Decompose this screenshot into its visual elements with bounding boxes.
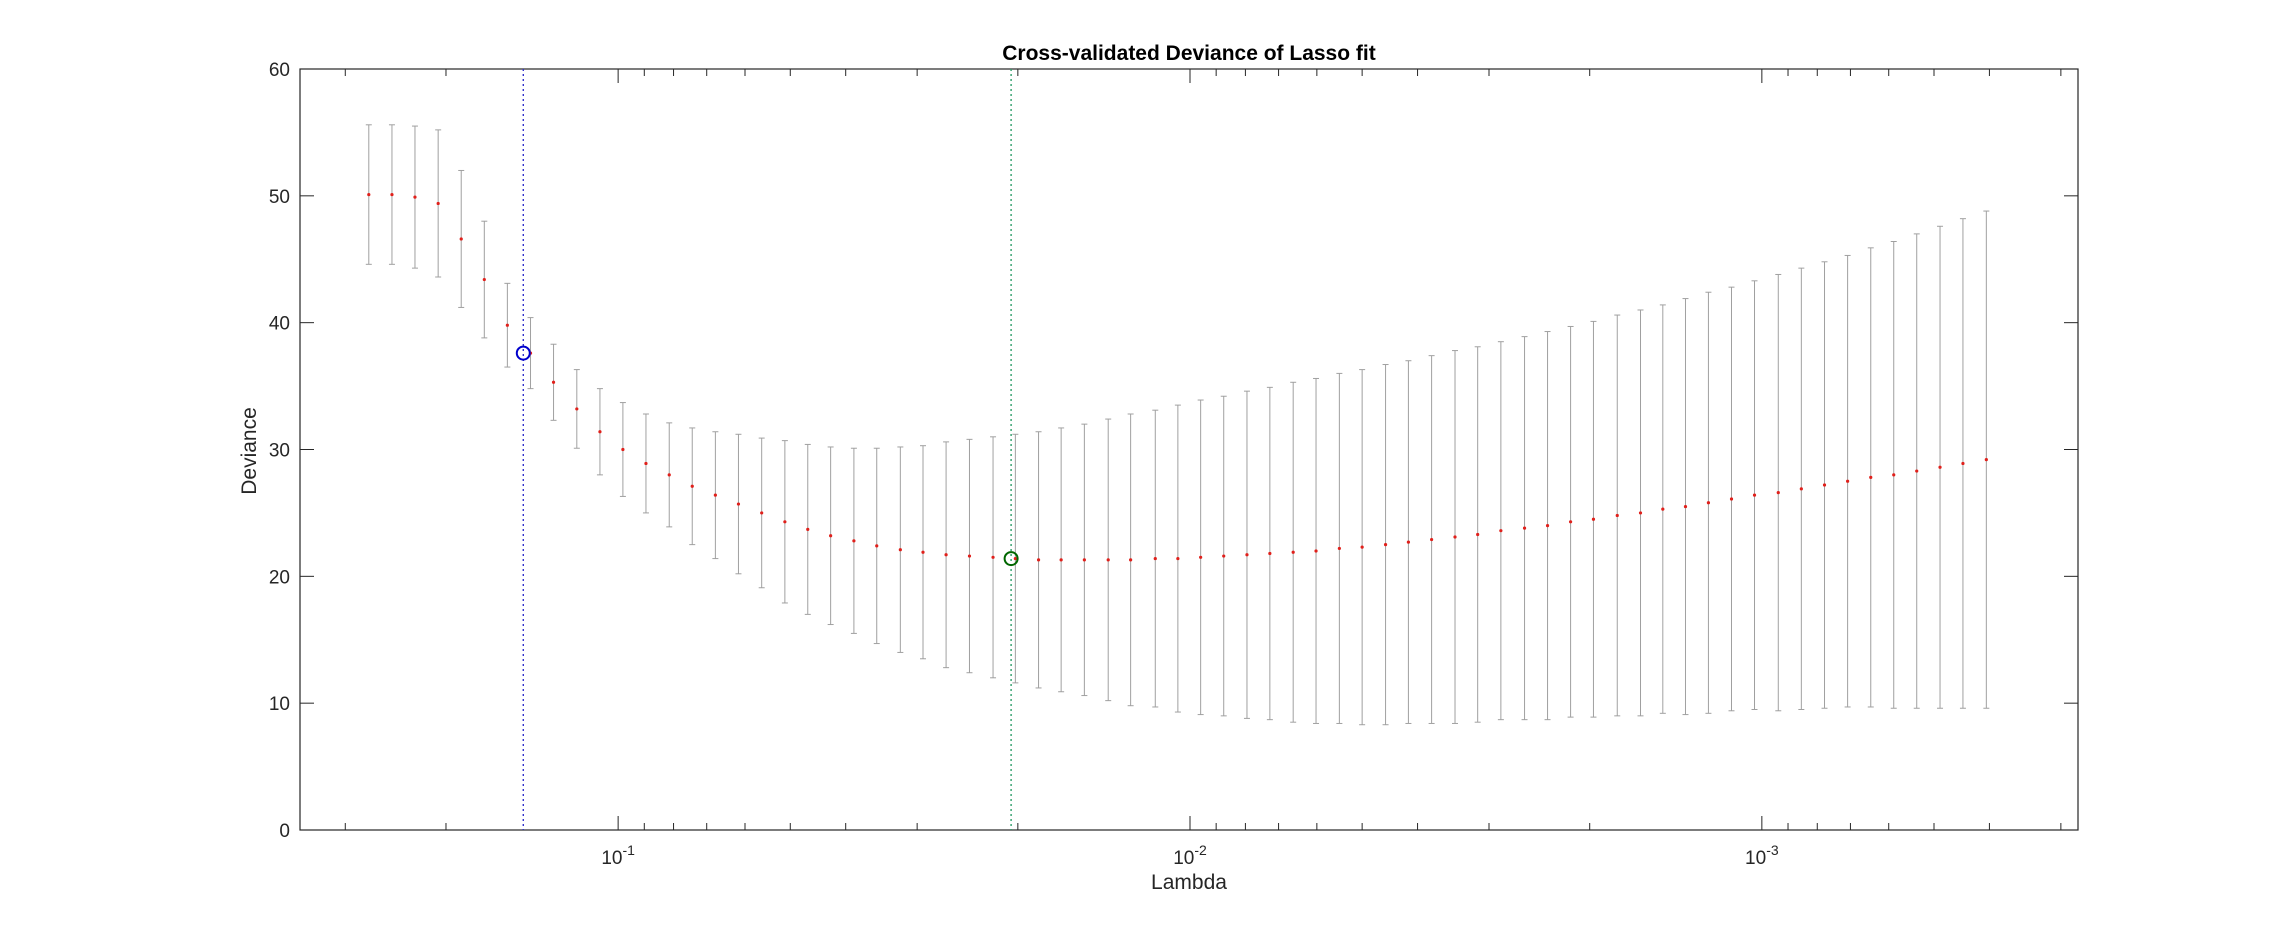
mean-point: [644, 461, 648, 466]
mean-point: [1245, 553, 1249, 557]
y-tick-label: 10: [269, 694, 290, 715]
mean-point: [551, 380, 556, 384]
mean-point: [575, 407, 579, 411]
x-tick-label: 10-2: [1173, 842, 1207, 869]
mean-point: [1683, 504, 1688, 509]
mean-point: [921, 550, 925, 554]
x-tick-label: 10-3: [1745, 842, 1779, 869]
plot-area: 0 10 20 30 40 50 60 10-1 10-2 10-3: [269, 60, 2079, 869]
mean-point: [829, 534, 833, 538]
mean-point: [1430, 537, 1434, 542]
x-axis-label: Lambda: [1151, 871, 1227, 894]
mean-point: [1822, 483, 1827, 487]
mean-point: [1176, 556, 1180, 561]
mean-point: [1199, 555, 1203, 559]
mean-point: [1661, 507, 1665, 511]
mean-point: [1846, 479, 1850, 483]
mean-point: [1568, 520, 1573, 524]
mean-point: [690, 484, 694, 488]
mean-point: [1106, 558, 1110, 562]
mean-point: [736, 502, 741, 506]
mean-point: [1314, 549, 1318, 553]
mean-point: [1752, 493, 1757, 497]
mean-point: [367, 192, 371, 197]
mean-point: [713, 493, 717, 497]
mean-point: [621, 447, 625, 452]
mean-point: [1522, 526, 1527, 530]
mean-point: [1892, 473, 1896, 477]
mean-point: [505, 323, 509, 327]
mean-point: [1036, 558, 1041, 562]
mean-point: [1268, 551, 1272, 556]
mean-point: [667, 473, 671, 477]
mean-point: [1591, 517, 1596, 521]
mean-point: [1499, 529, 1503, 533]
mean-point: [1476, 532, 1480, 537]
mean-point: [1337, 546, 1341, 551]
mean-point: [1545, 524, 1550, 528]
mean-point: [1406, 540, 1411, 544]
mean-point: [598, 430, 602, 434]
mean-point: [898, 548, 902, 552]
mean-point: [760, 511, 764, 515]
mean-point: [1915, 469, 1919, 473]
mean-point: [413, 195, 417, 199]
mean-point: [1799, 487, 1803, 491]
y-tick-label: 20: [269, 567, 290, 588]
lambda-1se-marker: [515, 345, 531, 361]
mean-point: [1129, 558, 1133, 562]
mean-point: [436, 201, 440, 206]
mean-point: [1013, 556, 1017, 561]
mean-point: [1638, 511, 1643, 515]
mean-point: [944, 553, 948, 557]
mean-point: [1082, 558, 1086, 562]
y-tick-label: 40: [269, 314, 290, 335]
mean-point: [967, 554, 972, 558]
mean-point: [1961, 461, 1965, 466]
lambda-min-marker: [1003, 551, 1019, 567]
mean-point: [1383, 543, 1388, 547]
mean-point: [459, 237, 463, 241]
mean-point: [1706, 501, 1711, 505]
mean-point: [1776, 491, 1780, 495]
mean-point: [1453, 535, 1457, 539]
x-tick-label: 10-1: [601, 842, 635, 869]
mean-point: [1153, 556, 1157, 561]
mean-point: [1984, 458, 1988, 462]
y-tick-label: 50: [269, 187, 290, 208]
mean-point: [1291, 550, 1295, 554]
y-tick-label: 30: [269, 441, 290, 462]
mean-point: [806, 527, 810, 532]
chart-title: Cross-validated Deviance of Lasso fit: [1002, 42, 1375, 65]
y-axis-label: Deviance: [238, 407, 261, 495]
mean-point: [991, 555, 995, 559]
mean-point: [852, 539, 856, 543]
mean-point: [1869, 475, 1873, 480]
mean-point: [482, 277, 486, 282]
mean-point: [1222, 554, 1226, 558]
mean-point: [1938, 465, 1942, 469]
y-tick-label: 0: [279, 821, 290, 842]
mean-point: [390, 192, 394, 197]
mean-point: [875, 544, 879, 548]
mean-point: [1729, 497, 1734, 501]
y-tick-label: 60: [269, 60, 290, 81]
mean-point: [1059, 558, 1063, 562]
mean-point: [1360, 545, 1364, 549]
mean-point: [783, 520, 787, 524]
mean-point: [1615, 513, 1619, 518]
